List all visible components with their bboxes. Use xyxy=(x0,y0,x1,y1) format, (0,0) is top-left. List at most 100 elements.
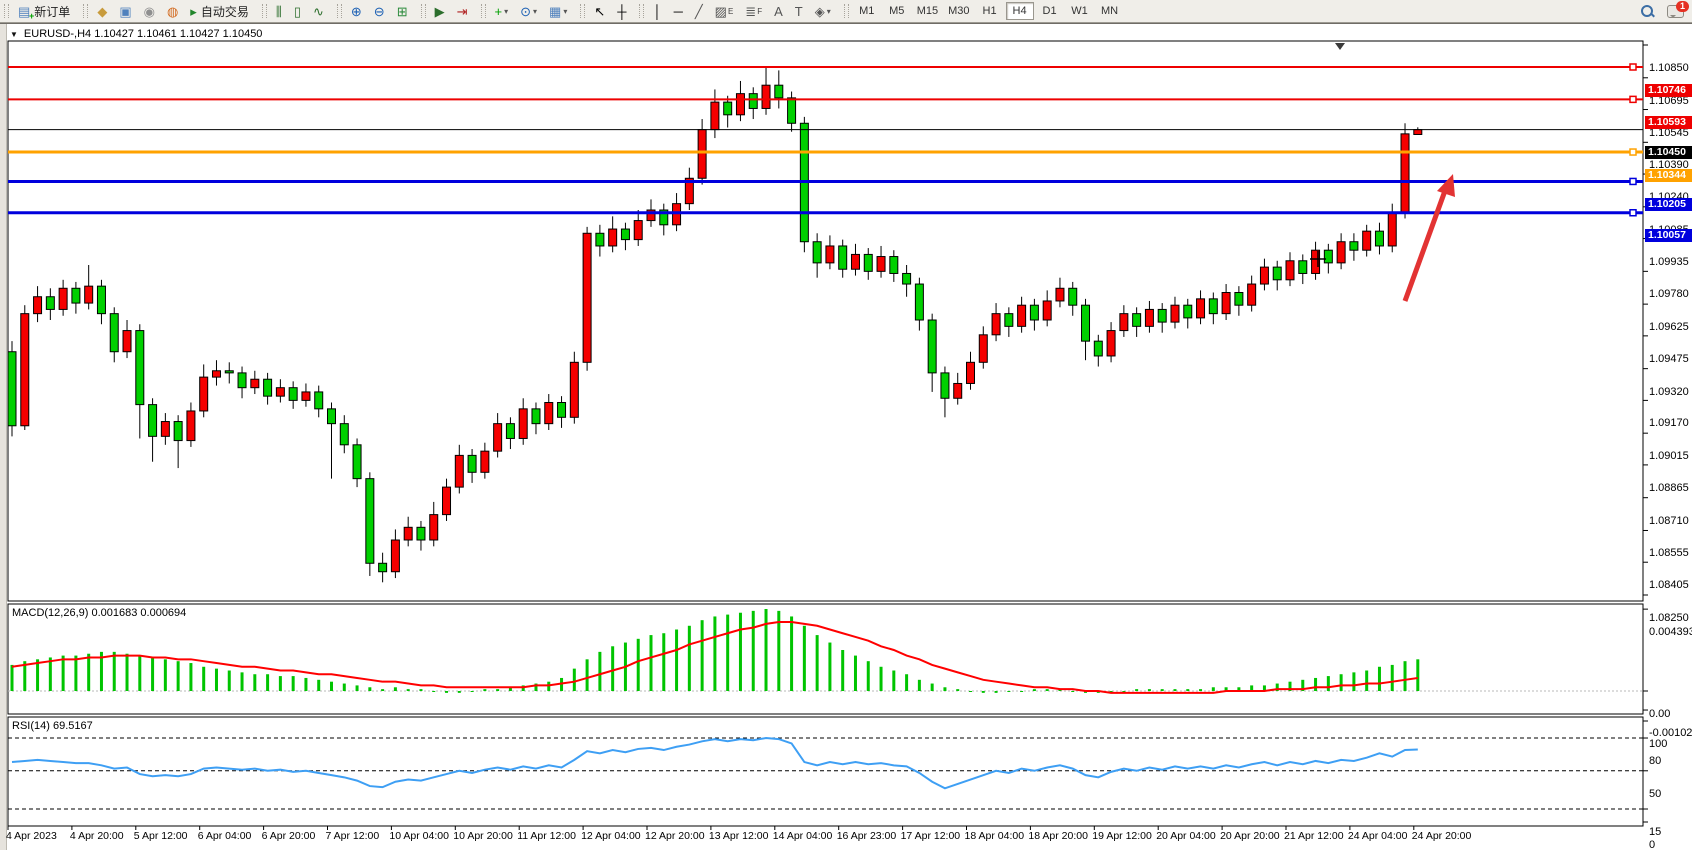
zoom-in-icon[interactable]: ⊕ xyxy=(346,1,367,21)
timeframe-button-mn[interactable]: MN xyxy=(1100,5,1119,17)
periods-icon[interactable]: ⊙ ▾ xyxy=(515,1,542,21)
timeframe-button-h4[interactable]: H4 xyxy=(1005,2,1034,20)
cursor-icon[interactable]: ↖ xyxy=(589,1,610,21)
macd-histogram-bar xyxy=(738,612,742,691)
text-icon[interactable]: A xyxy=(769,1,788,21)
zoom-out-icon[interactable]: ⊖ xyxy=(369,1,390,21)
line-chart-mode-icon[interactable]: ∿ xyxy=(308,1,329,21)
tile-windows-icon[interactable]: ⊞ xyxy=(392,1,413,21)
vertical-line-icon[interactable]: │ xyxy=(648,1,666,21)
macd-histogram-bar xyxy=(1390,664,1394,691)
chart-canvas[interactable] xyxy=(0,24,1692,850)
crosshair-icon[interactable]: ┼ xyxy=(612,1,631,21)
bullish-candle xyxy=(684,177,694,205)
brush-icon[interactable]: ◆ xyxy=(92,1,112,21)
bullish-candle xyxy=(735,93,745,116)
macd-histogram-bar xyxy=(483,689,487,691)
bullish-candle xyxy=(84,285,94,304)
arrows-icon[interactable]: ◈ ▾ xyxy=(810,1,836,21)
bearish-candle xyxy=(237,372,247,389)
time-tick-label: 4 Apr 2023 xyxy=(6,830,57,842)
timeframe-button-m1[interactable]: M1 xyxy=(859,5,875,17)
toolbar-grip xyxy=(83,4,89,18)
one-click-trading-toggle-icon[interactable]: ▼ xyxy=(10,29,18,39)
templates-icon[interactable]: ▦ ▾ xyxy=(544,1,572,21)
timeframe-button-m30[interactable]: M30 xyxy=(948,5,970,17)
macd-histogram-bar xyxy=(611,646,615,691)
timeframe-button-d1[interactable]: D1 xyxy=(1042,5,1057,17)
macd-histogram-bar xyxy=(1135,689,1139,691)
toolbar-grip xyxy=(336,4,342,18)
level-anchor-point[interactable] xyxy=(1629,95,1637,104)
signals-icon[interactable]: ◉ xyxy=(139,1,160,21)
timeframe-button-w1[interactable]: W1 xyxy=(1071,5,1088,17)
chart-window-icon[interactable]: ▣ xyxy=(114,1,136,21)
time-tick-label: 18 Apr 20:00 xyxy=(1028,830,1088,842)
equidistant-channel-icon[interactable]: ▨ E xyxy=(710,1,739,21)
bullish-candle xyxy=(633,220,643,241)
bullish-candle xyxy=(480,450,490,473)
bearish-candle xyxy=(7,351,17,427)
autotrading-button[interactable]: ▸ 自动交易 xyxy=(185,1,254,21)
bearish-candle xyxy=(327,408,336,425)
timeframe-button-m15[interactable]: M15 xyxy=(916,5,939,17)
macd-histogram-bar xyxy=(1045,689,1049,691)
bullish-candle xyxy=(1285,260,1295,281)
main-price-panel[interactable] xyxy=(7,40,1644,602)
auto-scroll-icon[interactable]: ▶ xyxy=(430,1,450,21)
bearish-candle xyxy=(531,408,541,425)
level-anchor-point[interactable] xyxy=(1629,209,1637,217)
macd-histogram-bar xyxy=(381,689,385,691)
macd-histogram-bar xyxy=(112,651,116,691)
macd-histogram-bar xyxy=(687,625,691,691)
chart-window-icon: ▣ xyxy=(119,3,132,19)
text-label-icon[interactable]: T xyxy=(790,1,808,21)
new-order-button[interactable]: ▤ + 新订单 xyxy=(13,1,75,21)
price-tick-label: 1.10545 xyxy=(1649,126,1689,139)
level-anchor-point[interactable] xyxy=(1629,148,1637,156)
level-anchor-point[interactable] xyxy=(1629,177,1637,186)
horizontal-line-icon[interactable]: ─ xyxy=(669,1,688,21)
chart-window[interactable]: ▼ EURUSD-,H4 1.10427 1.10461 1.10427 1.1… xyxy=(0,23,1692,850)
toolbar-group: ▤ + 新订单 xyxy=(0,0,79,22)
price-tick-label: 1.08710 xyxy=(1649,514,1689,527)
trend-arrow-annotation[interactable] xyxy=(1402,187,1449,302)
rsi-tick-label: 50 xyxy=(1649,787,1662,800)
indicators-icon[interactable]: + ▾ xyxy=(490,1,514,21)
price-tick-label: 1.09015 xyxy=(1649,450,1689,463)
macd-histogram-bar xyxy=(419,689,423,691)
macd-histogram-bar xyxy=(675,629,679,691)
rsi-panel[interactable] xyxy=(7,716,1644,827)
level-anchor-point[interactable] xyxy=(1629,63,1637,71)
bullish-candle xyxy=(493,423,503,452)
price-tick-label: 1.10240 xyxy=(1649,192,1692,203)
macd-histogram-bar xyxy=(585,659,589,691)
macd-histogram-bar xyxy=(815,635,819,691)
chat-icon[interactable]: 1 xyxy=(1667,0,1689,18)
bearish-candle xyxy=(467,454,477,473)
bullish-candle xyxy=(1119,313,1129,332)
chart-shift-icon[interactable]: ⇥ xyxy=(452,1,473,21)
macd-histogram-bar xyxy=(304,677,308,691)
macd-histogram-bar xyxy=(930,683,934,691)
fibonacci-icon: ≣ xyxy=(745,3,757,19)
macd-histogram-bar xyxy=(1352,672,1356,691)
bar-chart-mode-icon[interactable]: ⫼ xyxy=(271,1,287,21)
macd-panel[interactable] xyxy=(7,603,1644,715)
macd-histogram-bar xyxy=(1109,691,1113,692)
candlestick-mode-icon[interactable]: ▯ xyxy=(289,1,306,21)
bearish-candle xyxy=(1081,304,1091,342)
bullish-candle xyxy=(697,129,707,179)
macd-histogram-bar xyxy=(151,657,155,691)
bullish-candle xyxy=(454,454,464,488)
bearish-candle xyxy=(416,526,426,541)
macd-histogram-bar xyxy=(36,659,40,691)
search-icon[interactable] xyxy=(1641,5,1655,18)
timeframe-button-m5[interactable]: M5 xyxy=(889,5,905,17)
macd-histogram-bar xyxy=(457,691,461,693)
macd-histogram-bar xyxy=(1288,681,1292,691)
trendline-icon[interactable]: ╱ xyxy=(690,1,708,21)
timeframe-button-h1[interactable]: H1 xyxy=(982,5,997,17)
community-icon[interactable]: ◍ xyxy=(162,1,183,21)
fibonacci-icon[interactable]: ≣ F xyxy=(740,1,767,21)
